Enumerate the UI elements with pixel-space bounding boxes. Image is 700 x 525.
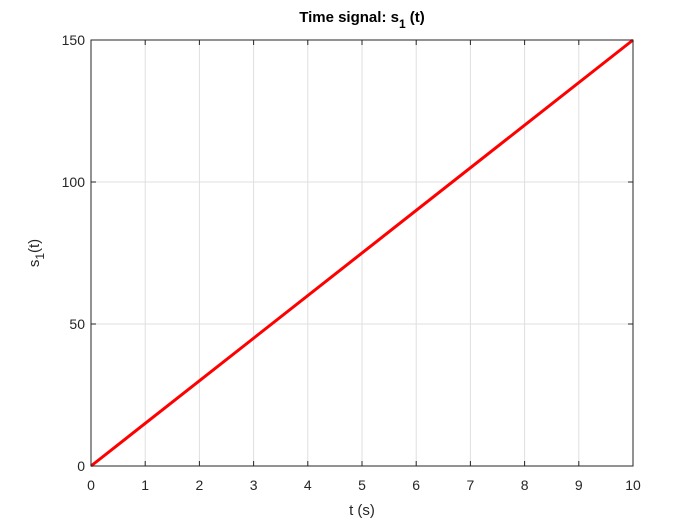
x-tick-label: 10 <box>625 477 641 493</box>
series-layer <box>90 38 634 468</box>
y-axis-label-main: s <box>26 260 43 268</box>
x-tick-label: 3 <box>250 477 258 493</box>
chart-title-main: Time signal: s <box>299 9 399 26</box>
y-axis-label: s1(t) <box>26 239 47 267</box>
y-tick-label: 150 <box>62 32 86 48</box>
x-tick-label: 4 <box>304 477 312 493</box>
y-axis-label-tail: (t) <box>26 239 43 253</box>
y-tick-label: 0 <box>77 458 85 474</box>
chart-title-tail: (t) <box>406 9 425 26</box>
x-tick-label: 7 <box>467 477 475 493</box>
x-tick-label: 6 <box>412 477 420 493</box>
x-tick-label: 5 <box>358 477 366 493</box>
grid <box>91 40 633 466</box>
y-axis-label-subscript: 1 <box>33 253 47 260</box>
series-line <box>90 38 634 468</box>
x-tick-label: 1 <box>141 477 149 493</box>
y-tick-label: 50 <box>69 316 85 332</box>
x-axis-label: t (s) <box>349 502 375 519</box>
x-tick-label: 2 <box>196 477 204 493</box>
chart-title: Time signal: s1 (t) <box>299 9 425 31</box>
x-tick-label: 9 <box>575 477 583 493</box>
y-tick-label: 100 <box>62 174 86 190</box>
chart-title-subscript: 1 <box>399 17 406 31</box>
x-tick-label: 8 <box>521 477 529 493</box>
x-tick-label: 0 <box>87 477 95 493</box>
